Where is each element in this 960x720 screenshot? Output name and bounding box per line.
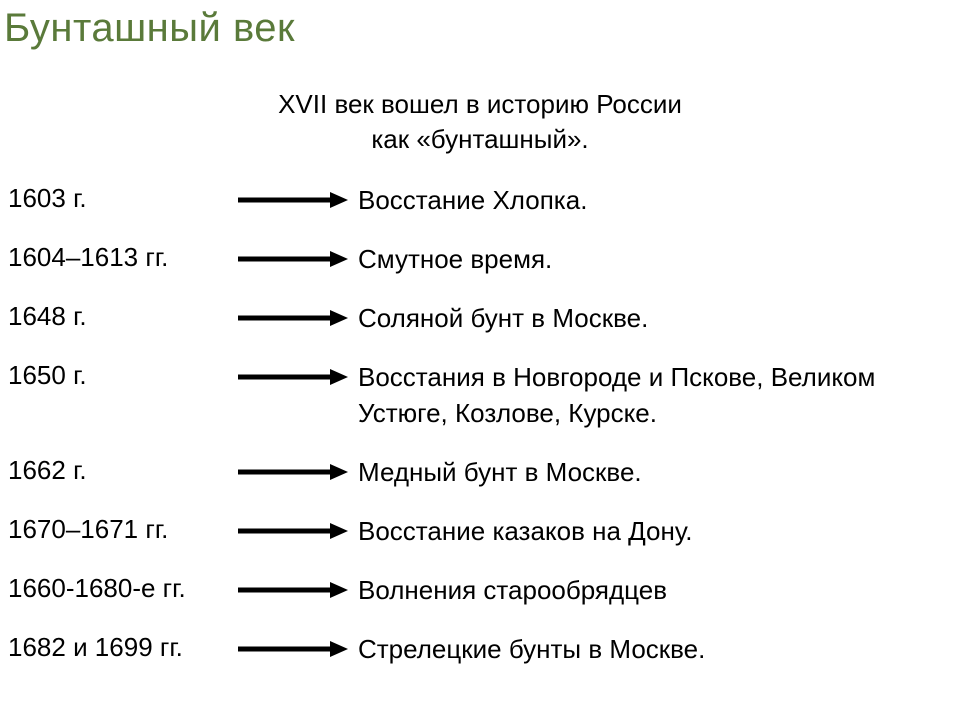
- arrow-right-icon: [238, 191, 348, 209]
- timeline-row: 1650 г. Восстания в Новгороде и Пскове, …: [8, 358, 960, 430]
- event-cell: Соляной бунт в Москве.: [358, 299, 960, 336]
- date-cell: 1650 г.: [8, 358, 228, 391]
- timeline-row: 1603 г. Восстание Хлопка.: [8, 181, 960, 218]
- arrow-cell: [228, 181, 358, 209]
- date-cell: 1682 и 1699 гг.: [8, 630, 228, 663]
- event-cell: Медный бунт в Москве.: [358, 453, 960, 490]
- event-cell: Стрелецкие бунты в Москве.: [358, 630, 960, 667]
- arrow-right-icon: [238, 463, 348, 481]
- arrow-right-icon: [238, 368, 348, 386]
- date-cell: 1603 г.: [8, 181, 228, 214]
- date-cell: 1660-1680-е гг.: [8, 571, 228, 604]
- timeline-row: 1660-1680-е гг. Волнения старообрядцев: [8, 571, 960, 608]
- date-cell: 1604–1613 гг.: [8, 240, 228, 273]
- arrow-cell: [228, 299, 358, 327]
- event-cell: Восстания в Новгороде и Пскове, Великом …: [358, 358, 960, 430]
- date-cell: 1648 г.: [8, 299, 228, 332]
- page-title: Бунташный век: [0, 0, 960, 51]
- arrow-right-icon: [238, 309, 348, 327]
- event-cell: Смутное время.: [358, 240, 960, 277]
- arrow-cell: [228, 571, 358, 599]
- subtitle-line1: XVII век вошел в историю России: [278, 89, 682, 119]
- timeline-row: 1682 и 1699 гг. Стрелецкие бунты в Москв…: [8, 630, 960, 667]
- timeline-row: 1648 г. Соляной бунт в Москве.: [8, 299, 960, 336]
- arrow-cell: [228, 512, 358, 540]
- arrow-right-icon: [238, 581, 348, 599]
- event-cell: Волнения старообрядцев: [358, 571, 960, 608]
- date-cell: 1670–1671 гг.: [8, 512, 228, 545]
- date-cell: 1662 г.: [8, 453, 228, 486]
- arrow-cell: [228, 240, 358, 268]
- event-cell: Восстание Хлопка.: [358, 181, 960, 218]
- event-cell: Восстание казаков на Дону.: [358, 512, 960, 549]
- arrow-right-icon: [238, 640, 348, 658]
- timeline-row: 1670–1671 гг. Восстание казаков на Дону.: [8, 512, 960, 549]
- timeline-row: 1604–1613 гг. Смутное время.: [8, 240, 960, 277]
- arrow-cell: [228, 358, 358, 386]
- timeline-rows: 1603 г. Восстание Хлопка. 1604–1613 гг. …: [0, 181, 960, 667]
- subtitle: XVII век вошел в историю России как «бун…: [0, 87, 960, 157]
- arrow-cell: [228, 453, 358, 481]
- timeline-row: 1662 г. Медный бунт в Москве.: [8, 453, 960, 490]
- arrow-cell: [228, 630, 358, 658]
- arrow-right-icon: [238, 522, 348, 540]
- subtitle-line2: как «бунташный».: [371, 124, 588, 154]
- arrow-right-icon: [238, 250, 348, 268]
